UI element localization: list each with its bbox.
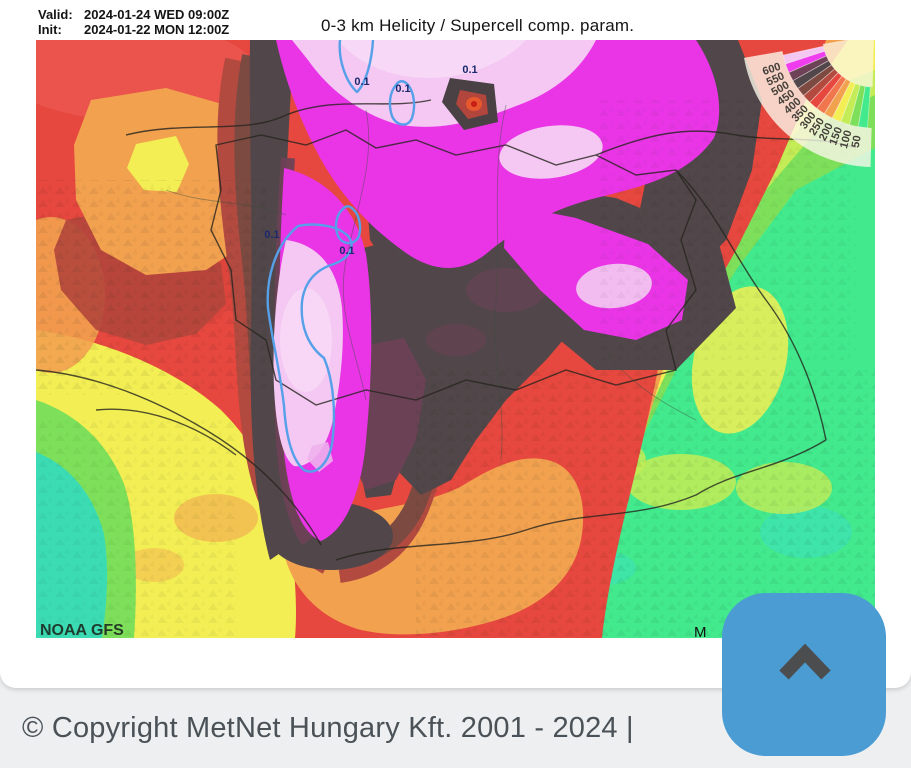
weather-map: 0.1 0.1 0.1 0.1 0.1 600 550 500 450 400 350 300 250… (36, 40, 875, 638)
page-footer: © Copyright MetNet Hungary Kft. 2001 - 2… (0, 688, 911, 768)
map-canvas: 0.1 0.1 0.1 0.1 0.1 600550500450400350300250… (36, 40, 875, 638)
supercell-contours (266, 40, 416, 473)
legend-tick-label: 50 (850, 135, 864, 149)
init-value: 2024-01-22 MON 12:00Z (84, 22, 230, 37)
contour-label: 0.1 (264, 229, 279, 241)
watermark-label: M (694, 624, 707, 638)
rivers (165, 104, 697, 461)
contour-label: 0.1 (354, 76, 369, 88)
valid-row: Valid: 2024-01-24 WED 09:00Z (38, 7, 229, 22)
legend-wedge (857, 85, 871, 129)
model-label: NOAA GFS (40, 622, 124, 638)
init-row: Init: 2024-01-22 MON 12:00Z (38, 22, 229, 37)
page-title: 0-3 km Helicity / Supercell comp. param. (321, 16, 635, 35)
copyright-text: © Copyright MetNet Hungary Kft. 2001 - 2… (22, 711, 634, 744)
valid-label: Valid: (38, 7, 73, 22)
legend-ring (744, 51, 872, 167)
legend-tick-label: 600 (761, 61, 782, 78)
scroll-top-button[interactable] (722, 593, 886, 756)
run-info: Valid: 2024-01-24 WED 09:00Z Init: 2024-01… (38, 7, 229, 37)
valid-value: 2024-01-24 WED 09:00Z (84, 7, 230, 22)
terrain-texture (36, 100, 875, 638)
init-label: Init: (38, 22, 62, 37)
contour-labels: 0.1 0.1 0.1 0.1 0.1 (264, 64, 477, 257)
contour-label: 0.1 (395, 83, 410, 95)
contour-label: 0.1 (462, 64, 477, 76)
legend-tick-label: 100 (838, 129, 854, 150)
contour-label: 0.1 (339, 245, 354, 257)
legend-hub (822, 40, 874, 87)
chevron-up-icon (779, 643, 831, 680)
